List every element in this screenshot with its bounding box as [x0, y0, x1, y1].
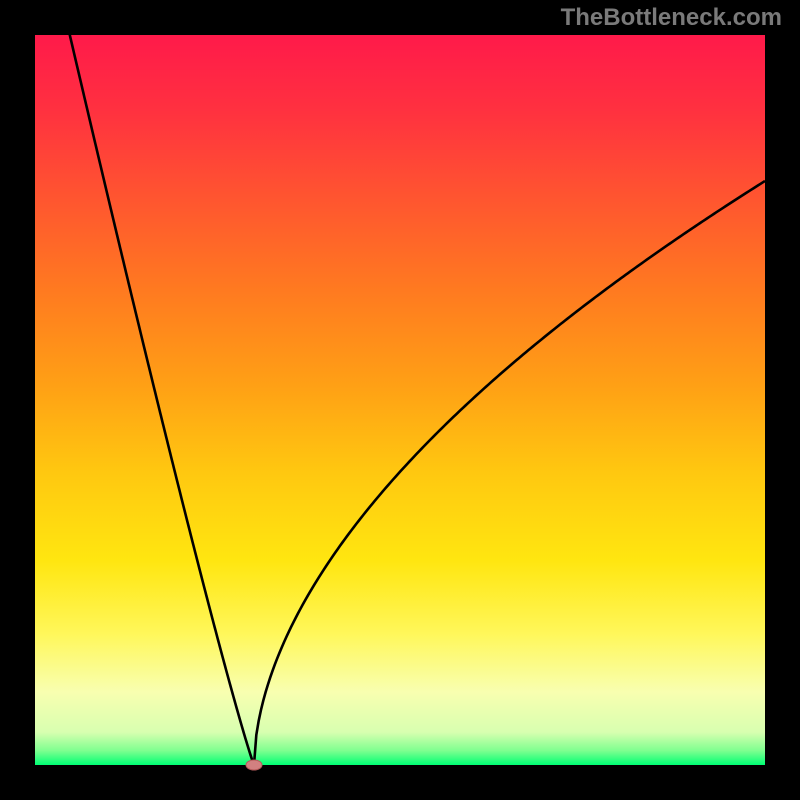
bottleneck-chart: [0, 0, 800, 800]
minimum-marker: [246, 760, 262, 770]
plot-background: [35, 35, 765, 765]
watermark-text: TheBottleneck.com: [561, 4, 782, 32]
chart-container: TheBottleneck.com: [0, 0, 800, 800]
